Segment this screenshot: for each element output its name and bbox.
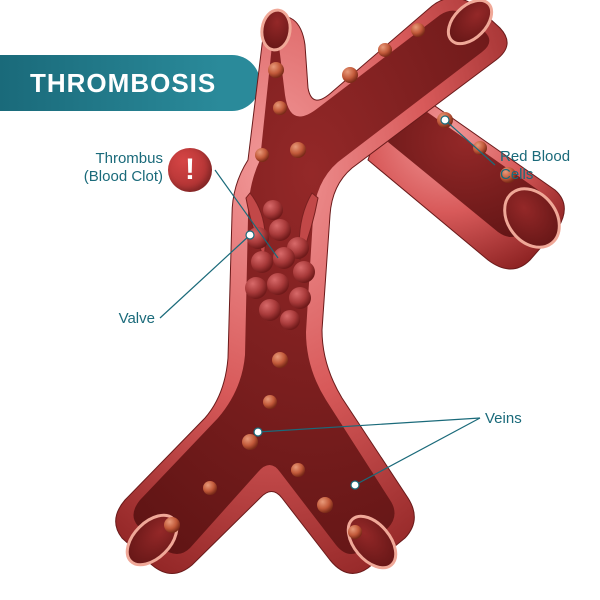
label-thrombus: Thrombus (Blood Clot) (58, 150, 163, 186)
label-veins: Veins (485, 410, 565, 428)
label-valve: Valve (90, 310, 155, 328)
thrombosis-diagram (0, 0, 600, 600)
label-red-blood-cells: Red Blood Cells (500, 148, 590, 184)
alert-icon: ! (168, 148, 212, 192)
alert-glyph: ! (185, 153, 195, 187)
main-vein (116, 0, 507, 577)
